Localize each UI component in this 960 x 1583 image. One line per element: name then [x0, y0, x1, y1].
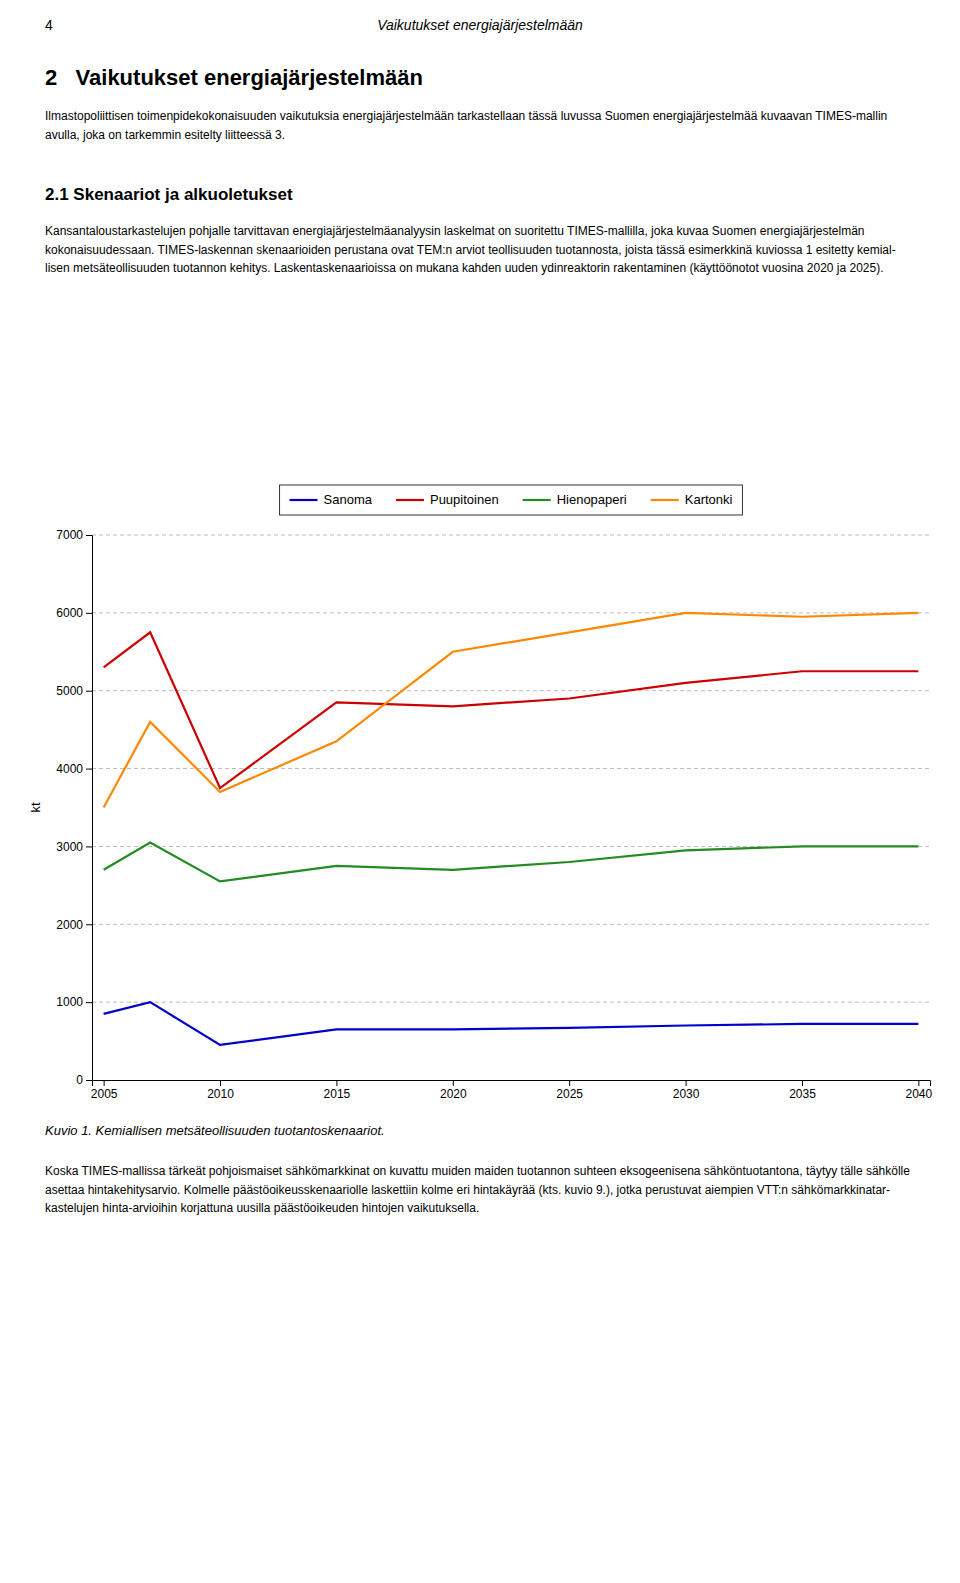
paragraph-line: avulla, joka on tarkemmin esitelty liitt… — [45, 128, 285, 142]
legend-swatch — [523, 499, 551, 501]
legend-label: Puupitoinen — [430, 492, 499, 507]
series-line — [104, 613, 919, 808]
y-tick-mark — [86, 1002, 92, 1003]
y-tick: 0 — [76, 1073, 92, 1087]
y-tick: 3000 — [56, 840, 92, 854]
y-tick-label: 1000 — [56, 995, 83, 1009]
grid — [92, 535, 930, 1002]
grid-line — [92, 690, 930, 691]
y-tick-mark — [86, 535, 92, 536]
grid-line — [92, 612, 930, 613]
x-tick-label: 2025 — [556, 1087, 583, 1101]
x-tick: 2030 — [673, 1080, 700, 1101]
legend: Sanoma Puupitoinen Hienopaperi Kartonki — [280, 485, 743, 515]
y-tick: 6000 — [56, 606, 92, 620]
paragraph-line: Ilmastopoliittisen toimenpidekokonaisuud… — [45, 109, 887, 123]
paragraph-line: kastelujen hinta-arvioihin korjattuna uu… — [45, 1201, 479, 1215]
y-tick-mark — [86, 846, 92, 847]
x-axis-line — [93, 1081, 931, 1087]
paragraph-line: lisen metsäteollisuuden tuotannon kehity… — [45, 261, 884, 275]
x-tick: 2035 — [789, 1080, 816, 1101]
series-line — [104, 1002, 919, 1045]
y-tick: 7000 — [56, 528, 92, 542]
caption: Kuvio 1. Kemiallisen metsäteollisuuden t… — [45, 1123, 385, 1138]
paragraph-line: Kansantaloustarkastelujen pohjalle tarvi… — [45, 224, 865, 238]
x-tick: 2040 — [906, 1080, 933, 1101]
lines — [104, 613, 919, 1045]
x-tick-label: 2010 — [207, 1087, 234, 1101]
y-tick: 5000 — [56, 684, 92, 698]
x-tick-mark — [686, 1080, 687, 1086]
y-axis-label: kt — [28, 802, 43, 813]
legend-swatch — [396, 499, 424, 501]
page-number: 4 — [45, 17, 53, 33]
x-tick: 2020 — [440, 1080, 467, 1101]
y-axis: 0 1000 2000 3000 4000 5000 6000 7000 — [56, 528, 92, 1087]
y-tick-mark — [86, 769, 92, 770]
y-tick-label: 5000 — [56, 684, 83, 698]
legend-item: Hienopaperi — [523, 492, 627, 507]
x-tick-mark — [569, 1080, 570, 1086]
paragraph-line: Koska TIMES-mallissa tärkeät pohjoismais… — [45, 1164, 910, 1178]
x-tick-label: 2005 — [91, 1087, 118, 1101]
chart: 2005 2010 2015 2020 2025 2030 2035 2040 0 1000 200… — [28, 485, 933, 1101]
y-tick-label: 0 — [76, 1073, 83, 1087]
paragraph-line: asettaa hintakehitysarvio. Kolmelle pääs… — [45, 1183, 890, 1197]
y-axis-line — [86, 536, 93, 1081]
x-tick-mark — [802, 1080, 803, 1086]
x-tick: 2025 — [556, 1080, 583, 1101]
x-tick: 2015 — [324, 1080, 351, 1101]
page-title: Vaikutukset energiajärjestelmään — [377, 17, 583, 33]
y-tick-label: 7000 — [56, 528, 83, 542]
legend-item: Sanoma — [290, 492, 373, 507]
x-tick-mark — [104, 1080, 105, 1086]
legend-item: Puupitoinen — [396, 492, 499, 507]
x-tick-mark — [220, 1080, 221, 1086]
legend-frame — [280, 485, 743, 515]
y-tick-label: 4000 — [56, 762, 83, 776]
y-tick-label: 2000 — [56, 918, 83, 932]
x-tick-label: 2035 — [789, 1087, 816, 1101]
page: 4 Vaikutukset energiajärjestelmään 2 Vaiku… — [0, 0, 960, 1583]
series-line — [104, 843, 919, 882]
paragraph-line: kokonaisuudessaan. TIMES-laskennan skena… — [45, 243, 896, 257]
paragraph: Kansantaloustarkastelujen pohjalle tarvi… — [45, 224, 896, 275]
x-tick-label: 2020 — [440, 1087, 467, 1101]
y-tick-mark — [86, 691, 92, 692]
grid-line — [92, 768, 930, 769]
grid-line — [92, 535, 930, 536]
x-tick: 2005 — [91, 1080, 118, 1101]
x-tick-mark — [453, 1080, 454, 1086]
y-tick-mark — [86, 924, 92, 925]
legend-label: Hienopaperi — [557, 492, 627, 507]
legend-item: Kartonki — [651, 492, 733, 507]
y-tick-label: 6000 — [56, 606, 83, 620]
grid-line — [92, 1002, 930, 1003]
x-tick-mark — [918, 1080, 919, 1086]
series-line — [104, 632, 919, 788]
legend-label: Sanoma — [324, 492, 373, 507]
x-tick-label: 2015 — [324, 1087, 351, 1101]
x-tick-label: 2030 — [673, 1087, 700, 1101]
legend-swatch — [651, 499, 679, 501]
y-tick: 4000 — [56, 762, 92, 776]
x-tick-mark — [336, 1080, 337, 1086]
x-tick: 2010 — [207, 1080, 234, 1101]
x-axis: 2005 2010 2015 2020 2025 2030 2035 2040 — [91, 1080, 933, 1101]
y-tick: 2000 — [56, 918, 92, 932]
y-tick-mark — [86, 1080, 92, 1081]
y-tick-label: 3000 — [56, 840, 83, 854]
grid-line — [92, 924, 930, 925]
y-tick-mark — [86, 613, 92, 614]
legend-swatch — [290, 499, 318, 501]
subsection-title: 2.1 Skenaariot ja alkuoletukset — [45, 185, 293, 204]
y-tick: 1000 — [56, 995, 92, 1009]
paragraph: Ilmastopoliittisen toimenpidekokonaisuud… — [45, 109, 887, 142]
legend-label: Kartonki — [685, 492, 733, 507]
x-tick-label: 2040 — [906, 1087, 933, 1101]
section-title: 2 Vaikutukset energiajärjestelmään — [45, 65, 423, 90]
paragraph: Koska TIMES-mallissa tärkeät pohjoismais… — [45, 1164, 910, 1215]
